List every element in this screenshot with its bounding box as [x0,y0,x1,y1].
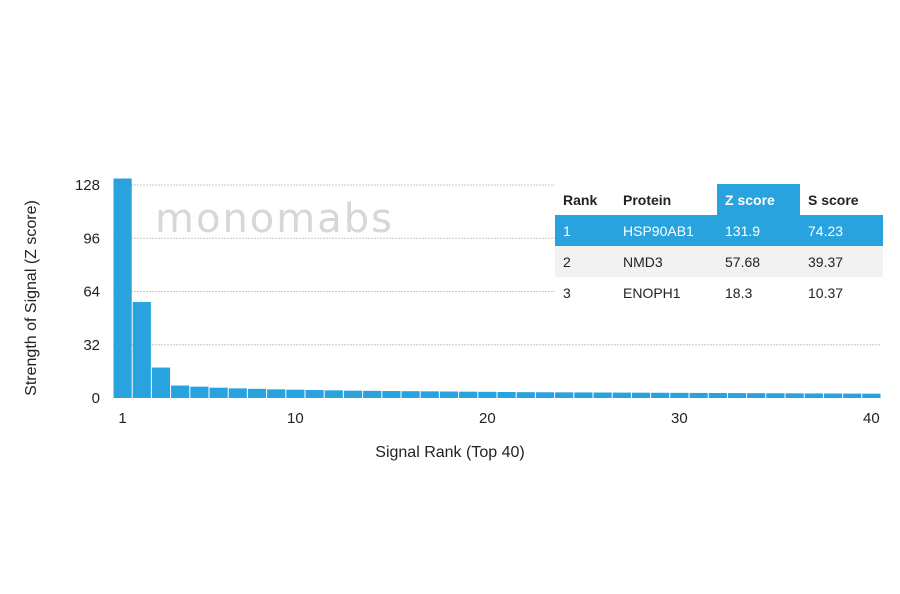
table-row: 3 ENOPH1 18.3 10.37 [555,277,883,308]
bar-rank-37 [804,393,823,398]
header-s-score: S score [800,184,883,215]
y-tick-label: 32 [83,337,100,354]
bar-rank-32 [708,393,727,398]
y-tick-label: 128 [75,177,100,194]
table-row: 2 NMD3 57.68 39.37 [555,246,883,277]
x-tick-labels: 1 10 20 30 40 [118,410,879,427]
x-tick-label: 10 [287,410,304,427]
bar-rank-7 [228,388,247,398]
watermark-logo: monomabs [155,196,394,242]
bar-rank-38 [823,393,843,398]
bar-rank-15 [382,391,401,398]
cell-protein: HSP90AB1 [615,215,717,246]
bar-rank-28 [631,392,651,398]
bar-rank-29 [651,392,670,398]
cell-s-score: 39.37 [800,246,883,277]
table-header-row: Rank Protein Z score S score [555,184,883,215]
bar-rank-12 [324,390,343,398]
x-tick-label: 20 [479,410,496,427]
bar-rank-27 [612,392,631,398]
bar-rank-22 [516,392,535,398]
header-z-score: Z score [717,184,800,215]
bar-rank-31 [689,392,708,398]
bar-rank-2 [132,302,151,398]
bar-rank-36 [785,393,804,398]
cell-rank: 3 [555,277,615,308]
bar-rank-17 [420,391,439,398]
table-row: 1 HSP90AB1 131.9 74.23 [555,215,883,246]
x-tick-label: 30 [671,410,688,427]
bar-rank-20 [478,391,497,398]
cell-s-score: 74.23 [800,215,883,246]
bar-rank-21 [497,392,516,398]
bar-rank-1 [113,178,132,398]
y-tick-label: 64 [83,284,100,301]
y-axis-title: Strength of Signal (Z score) [23,200,40,396]
bar-rank-4 [171,385,190,398]
bar-rank-5 [190,386,209,398]
bar-rank-18 [439,391,459,398]
bar-rank-10 [286,389,305,398]
x-tick-label: 1 [118,410,126,427]
bar-rank-30 [670,392,689,398]
bar-rank-6 [209,387,228,398]
bar-rank-3 [151,367,171,398]
bar-rank-40 [862,393,881,398]
bar-rank-14 [363,390,382,398]
cell-rank: 2 [555,246,615,277]
y-tick-labels: 0 32 64 96 128 [75,177,100,407]
bar-rank-25 [574,392,593,398]
x-axis-title: Signal Rank (Top 40) [375,444,524,461]
cell-rank: 1 [555,215,615,246]
x-tick-label: 40 [863,410,880,427]
bar-rank-19 [459,391,478,398]
cell-protein: ENOPH1 [615,277,717,308]
bar-rank-13 [343,390,363,398]
cell-s-score: 10.37 [800,277,883,308]
cell-z-score: 18.3 [717,277,800,308]
y-tick-label: 96 [83,230,100,247]
cell-z-score: 57.68 [717,246,800,277]
bar-rank-26 [593,392,612,398]
bar-rank-39 [843,393,862,398]
bars [113,178,881,398]
score-table: Rank Protein Z score S score 1 HSP90AB1 … [555,184,883,308]
header-protein: Protein [615,184,717,215]
y-tick-label: 0 [92,390,100,407]
cell-protein: NMD3 [615,246,717,277]
header-rank: Rank [555,184,615,215]
bar-rank-11 [305,390,324,398]
bar-rank-16 [401,391,420,398]
bar-rank-33 [727,393,747,398]
bar-rank-23 [535,392,555,398]
bar-rank-9 [267,389,286,398]
bar-rank-8 [247,388,267,398]
cell-z-score: 131.9 [717,215,800,246]
bar-rank-34 [747,393,766,398]
bar-rank-24 [555,392,574,398]
bar-rank-35 [766,393,785,398]
